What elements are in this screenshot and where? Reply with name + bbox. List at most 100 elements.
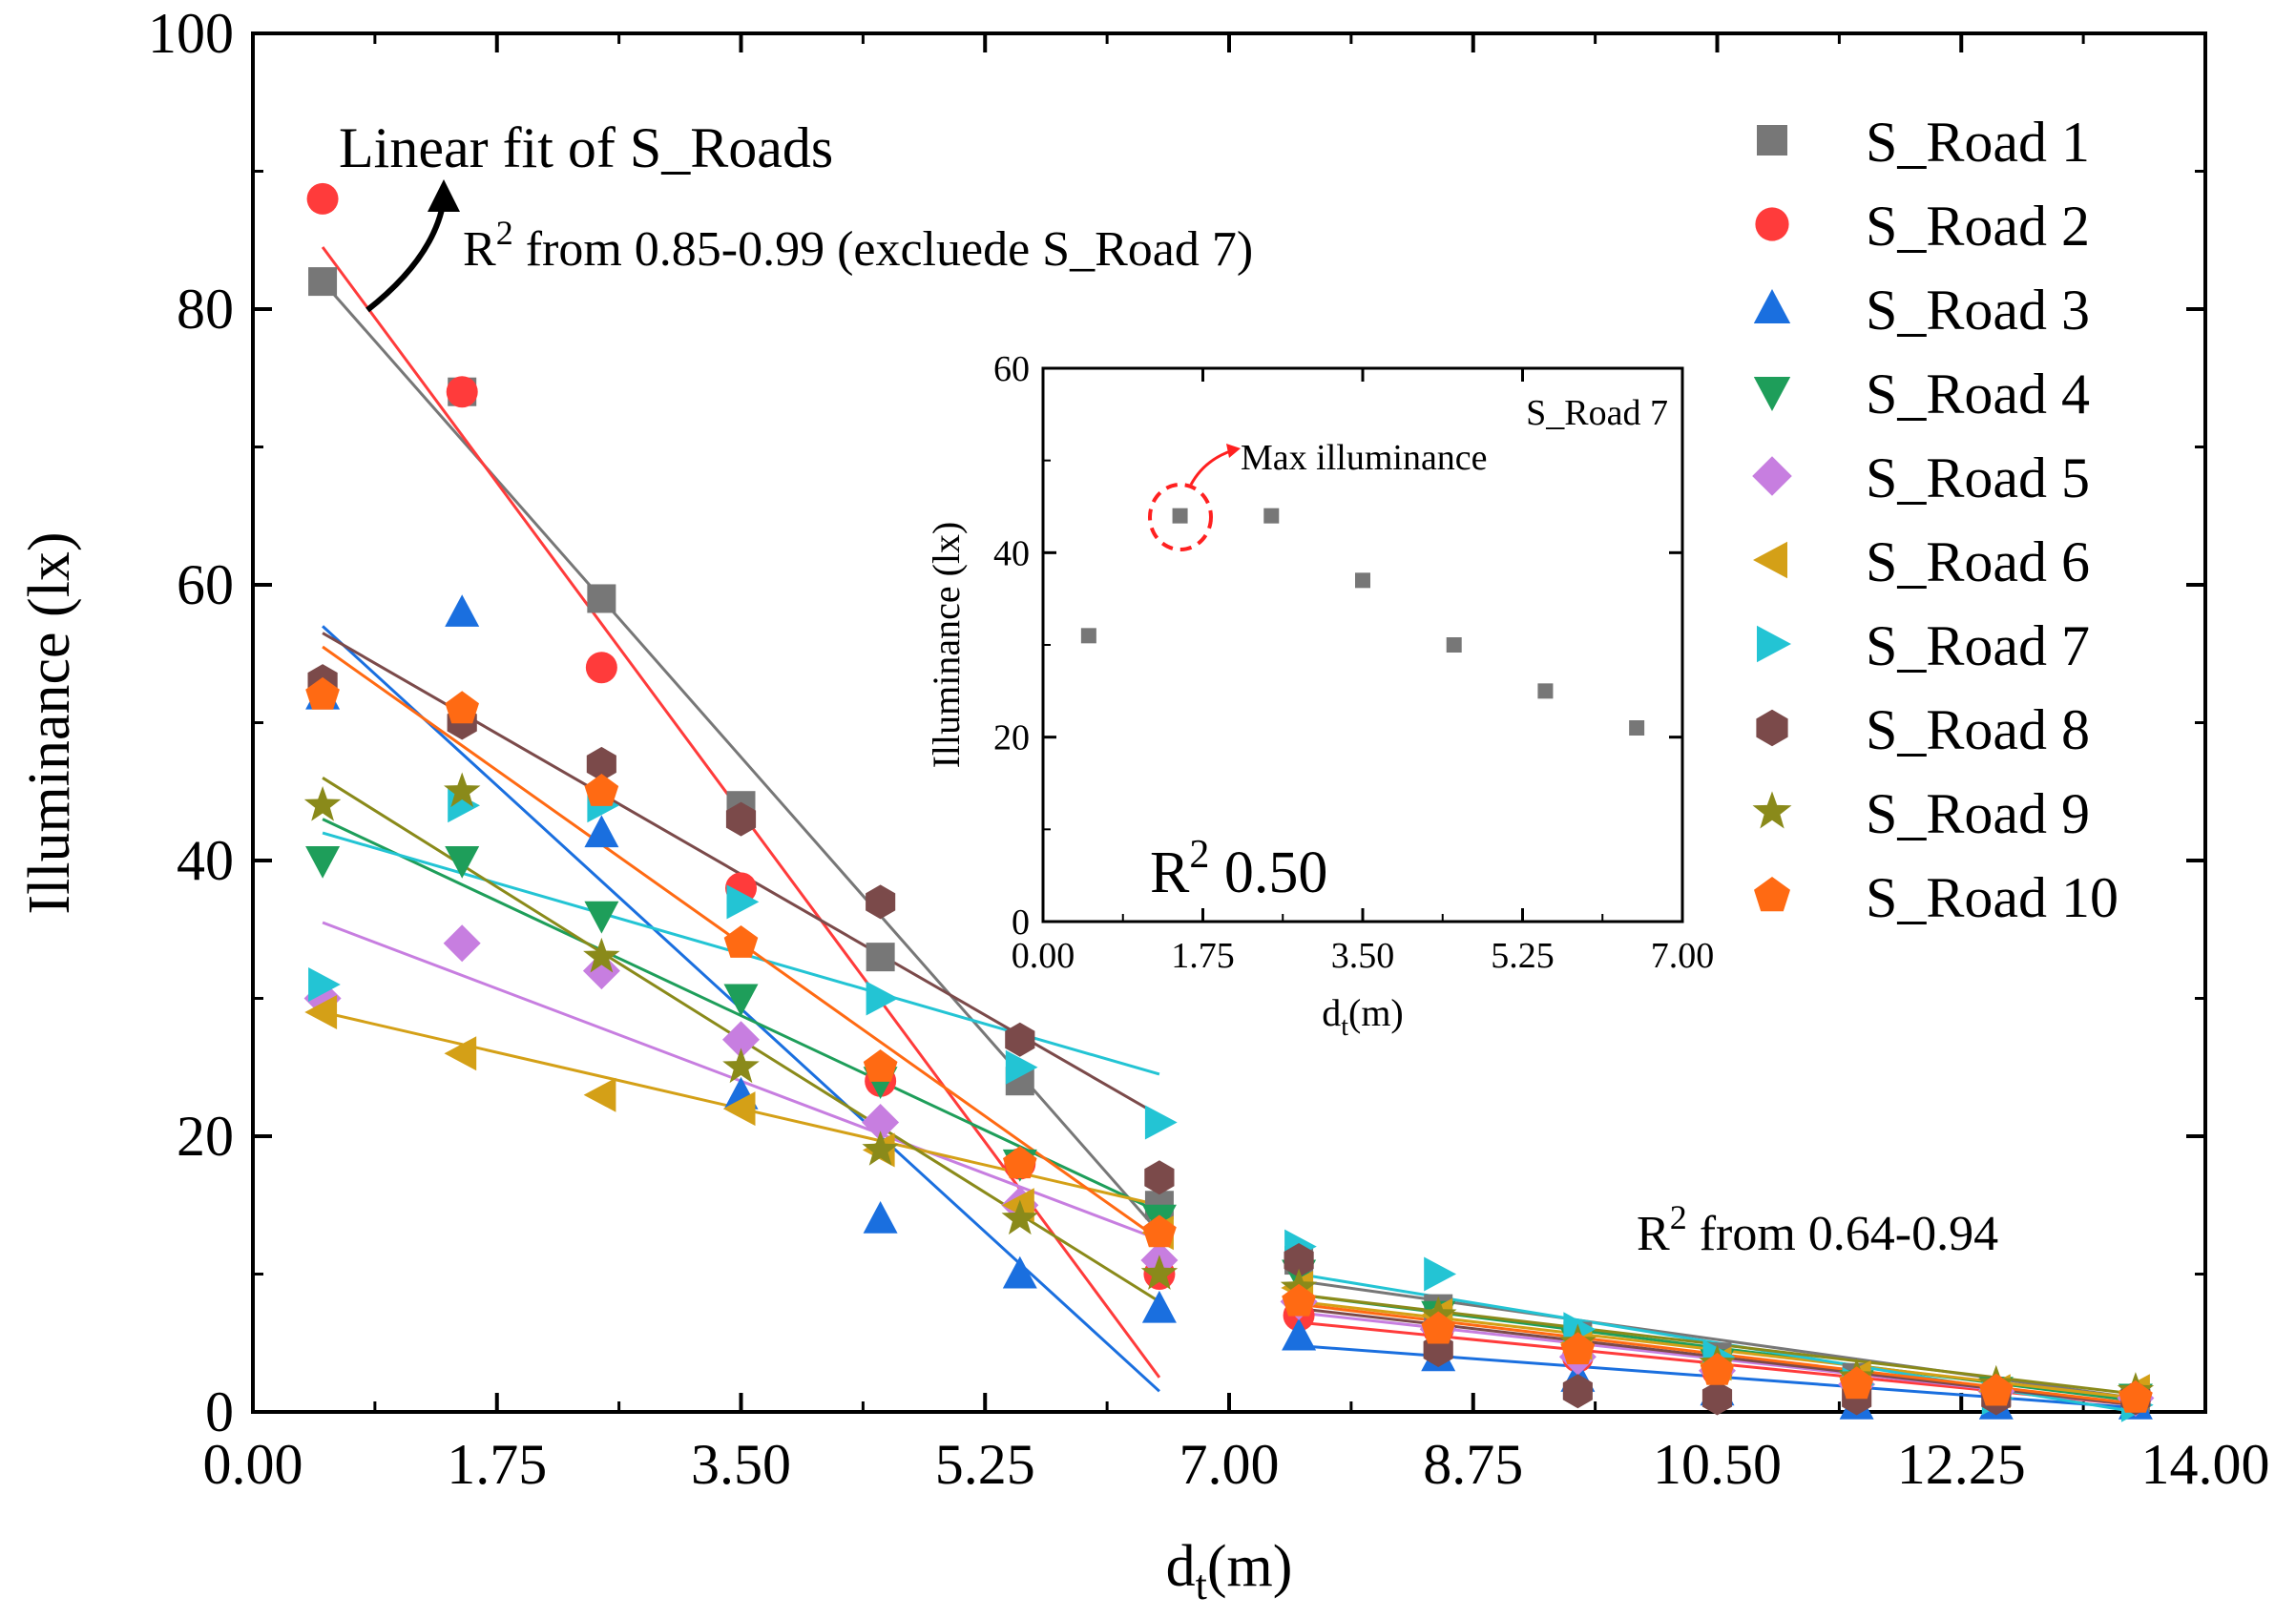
inset-data-point	[1629, 720, 1645, 736]
data-point	[1424, 1256, 1456, 1292]
data-point	[1839, 1366, 1874, 1400]
data-point	[862, 1131, 899, 1166]
inset-max-label: Max illuminance	[1241, 438, 1488, 478]
data-point	[443, 924, 481, 963]
data-point	[866, 943, 895, 972]
main-x-tick-label: 14.00	[2141, 1433, 2270, 1496]
legend-marker	[1754, 877, 1790, 912]
data-point	[308, 267, 338, 297]
data-point	[866, 981, 899, 1016]
data-point	[1003, 1146, 1037, 1179]
inset-y-tick-label: 40	[993, 533, 1030, 573]
main-y-tick-label: 40	[177, 829, 234, 892]
inset-max-circle	[1148, 483, 1213, 551]
main-x-tick-label: 7.00	[1179, 1433, 1280, 1496]
legend-label: S_Road 4	[1866, 363, 2090, 425]
data-point	[1144, 1160, 1175, 1195]
inset-max-arrowhead	[1226, 444, 1241, 458]
inset-ticks: 0.00 1.75 3.50 5.25 7.00 0 20 40 60	[993, 349, 1714, 976]
data-point	[445, 691, 479, 724]
data-point	[1001, 1199, 1038, 1235]
inset-data-point	[1355, 572, 1370, 589]
data-point	[586, 746, 616, 781]
legend: S_Road 1 S_Road 2 S_Road 3 S_Road 4 S_Road 5…	[1752, 111, 2119, 929]
legend-marker	[1757, 625, 1791, 663]
legend-marker	[1753, 541, 1787, 579]
data-point	[866, 884, 896, 920]
inset-plot: 0.00 1.75 3.50 5.25 7.00 0 20 40 60 S_Road 7 Max…	[925, 349, 1714, 1042]
main-x-tick-label: 5.25	[935, 1433, 1035, 1496]
main-y-axis-title: Illuminance (lx)	[17, 531, 82, 914]
data-point	[725, 801, 757, 837]
data-point	[583, 1077, 616, 1112]
data-point	[584, 774, 619, 806]
data-point	[863, 1201, 898, 1234]
legend-label: S_Road 7	[1866, 614, 2090, 677]
legend-label: S_Road 3	[1866, 279, 2090, 342]
inset-y-tick-label: 60	[993, 349, 1030, 389]
inset-y-tick-label: 0	[1012, 902, 1030, 943]
data-point	[303, 786, 342, 821]
data-point	[1282, 1317, 1317, 1351]
main-points	[303, 182, 2155, 1422]
data-point	[1002, 1255, 1037, 1289]
inset-x-axis-title: dt(m)	[1322, 991, 1404, 1042]
inset-data-point	[1080, 628, 1096, 644]
data-point	[1005, 1022, 1035, 1057]
data-point	[1979, 1373, 2014, 1406]
main-x-tick-label: 1.75	[447, 1433, 547, 1496]
inset-x-tick-label: 3.50	[1331, 936, 1395, 976]
main-plot: 0.00 1.75 3.50 5.25 7.00 8.75 10.50 12.25 14.00 0…	[17, 2, 2270, 1608]
data-point	[726, 884, 760, 920]
data-point	[305, 846, 341, 879]
data-point	[305, 676, 340, 710]
data-point	[1700, 1352, 1735, 1385]
data-point	[444, 772, 481, 808]
inset-data-point	[1537, 683, 1554, 699]
inset-x-tick-label: 5.25	[1491, 936, 1555, 976]
legend-label: S_Road 8	[1866, 698, 2090, 761]
data-point	[445, 594, 480, 627]
inset-y-tick-label: 20	[993, 718, 1030, 758]
main-x-tick-label: 0.00	[203, 1433, 303, 1496]
legend-marker	[1756, 709, 1788, 747]
data-point	[444, 1036, 477, 1071]
inset-x-tick-label: 1.75	[1171, 936, 1235, 976]
data-point	[1140, 1255, 1179, 1290]
main-y-tick-label: 80	[177, 278, 234, 341]
data-point	[582, 952, 620, 990]
main-x-tick-label: 3.50	[691, 1433, 791, 1496]
inset-x-tick-label: 0.00	[1012, 936, 1075, 976]
legend-label: S_Road 10	[1866, 866, 2119, 929]
data-point	[587, 584, 616, 613]
legend-marker	[1753, 377, 1791, 411]
data-point	[306, 182, 339, 215]
data-point	[445, 846, 480, 879]
legend-label: S_Road 1	[1866, 111, 2090, 174]
inset-points	[1080, 508, 1645, 736]
inset-data-point	[1172, 508, 1188, 524]
data-point	[585, 652, 617, 684]
data-point	[583, 937, 620, 973]
legend-marker	[1752, 456, 1792, 496]
inset-y-axis-title: Illuminance (lx)	[925, 522, 968, 769]
inset-data-point	[1263, 508, 1280, 524]
inset-x-tick-label: 7.00	[1651, 936, 1715, 976]
data-point	[584, 815, 619, 848]
main-x-tick-label: 8.75	[1423, 1433, 1523, 1496]
data-point	[584, 901, 619, 934]
data-point	[1560, 1332, 1596, 1365]
data-point	[722, 1021, 760, 1059]
main-x-tick-label: 12.25	[1897, 1433, 2026, 1496]
fit-annotation-r2: R2 from 0.85-0.99 (excluede S_Road 7)	[463, 214, 1253, 277]
inset-plot-frame	[1041, 366, 1684, 923]
data-point	[1284, 1243, 1314, 1277]
data-point	[1421, 1311, 1455, 1344]
main-y-tick-label: 0	[205, 1380, 234, 1443]
data-point	[1701, 1380, 1733, 1416]
main-x-axis-title: dt(m)	[1166, 1534, 1293, 1608]
data-point	[723, 984, 759, 1017]
data-point	[304, 995, 338, 1029]
main-y-tick-label: 60	[177, 553, 234, 616]
inset-data-point	[1446, 637, 1462, 653]
